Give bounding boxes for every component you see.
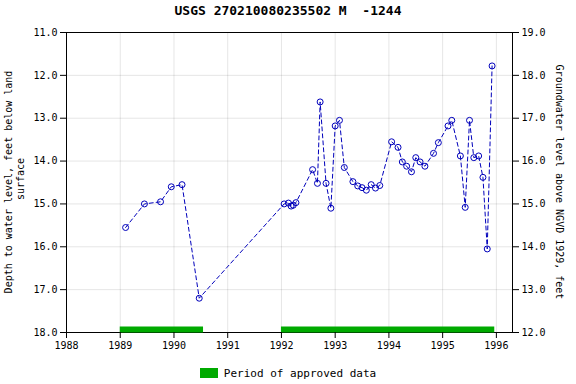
svg-text:1992: 1992 xyxy=(269,340,293,351)
svg-text:1990: 1990 xyxy=(162,340,186,351)
svg-text:15.0: 15.0 xyxy=(522,198,546,209)
svg-text:18.0: 18.0 xyxy=(522,70,546,81)
html-text:Period of approved data: Period of approved data xyxy=(223,366,377,380)
svg-text:13.0: 13.0 xyxy=(33,112,57,123)
svg-text:1988: 1988 xyxy=(54,340,78,351)
svg-text:Groundwater level above NGVD 1: Groundwater level above NGVD 1929, feet xyxy=(554,65,565,300)
svg-text:17.0: 17.0 xyxy=(522,112,546,123)
svg-text:1995: 1995 xyxy=(431,340,455,351)
svg-text:1994: 1994 xyxy=(377,340,401,351)
svg-text:19.0: 19.0 xyxy=(522,27,546,38)
svg-text:13.0: 13.0 xyxy=(522,284,546,295)
svg-text:14.0: 14.0 xyxy=(33,155,57,166)
svg-text:1991: 1991 xyxy=(216,340,240,351)
svg-text:14.0: 14.0 xyxy=(522,241,546,252)
svg-text:17.0: 17.0 xyxy=(33,284,57,295)
svg-text:12.0: 12.0 xyxy=(522,327,546,338)
svg-text:1989: 1989 xyxy=(108,340,132,351)
svg-text:1993: 1993 xyxy=(323,340,347,351)
svg-text:11.0: 11.0 xyxy=(33,27,57,38)
svg-text:15.0: 15.0 xyxy=(33,198,57,209)
svg-text:12.0: 12.0 xyxy=(33,70,57,81)
html-text:USGS 270210080235502 M -1244: USGS 270210080235502 M -1244 xyxy=(174,3,402,18)
svg-text:16.0: 16.0 xyxy=(522,155,546,166)
svg-text:1996: 1996 xyxy=(484,340,508,351)
svg-text:18.0: 18.0 xyxy=(33,327,57,338)
svg-text:Depth to water level, feet bel: Depth to water level, feet below land su… xyxy=(3,71,26,294)
svg-text:16.0: 16.0 xyxy=(33,241,57,252)
